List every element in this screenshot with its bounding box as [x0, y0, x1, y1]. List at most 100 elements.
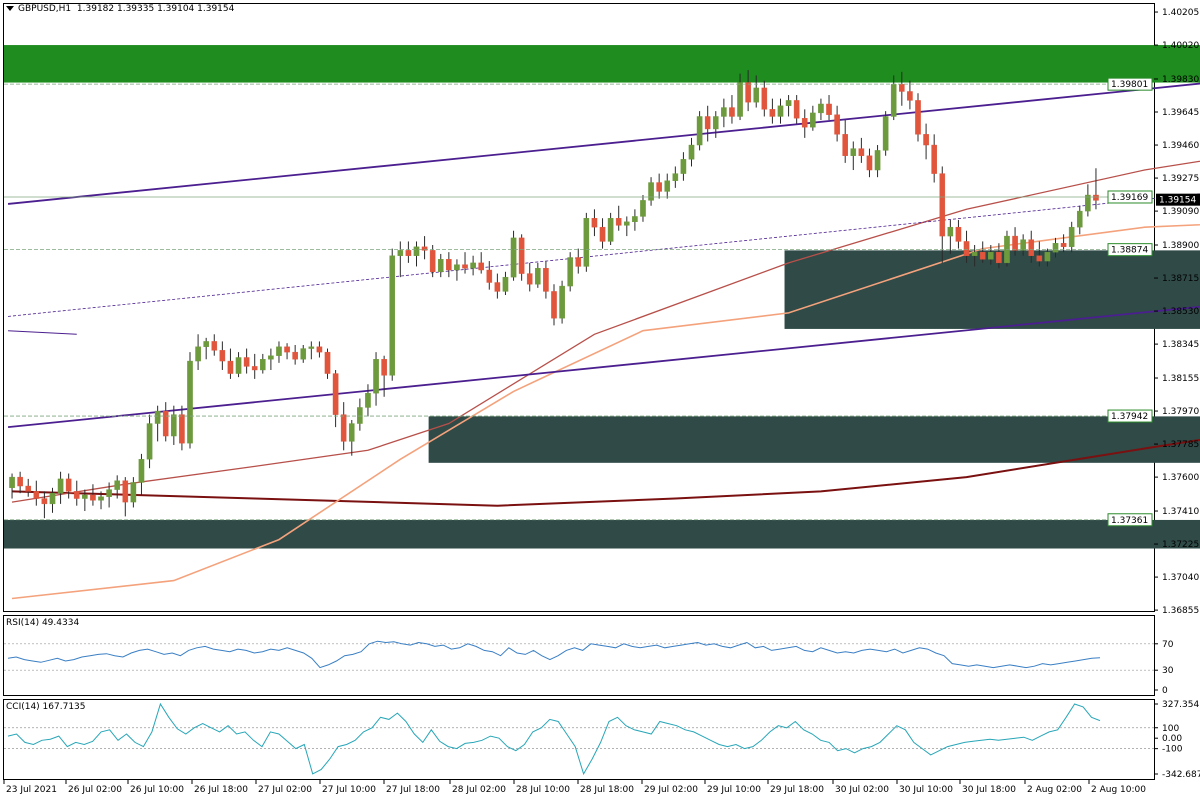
candle-body	[656, 182, 662, 192]
candle-body	[737, 82, 743, 117]
candle-body	[486, 269, 493, 283]
candle-body	[219, 350, 226, 362]
candle-body	[65, 478, 72, 492]
candle-body	[988, 251, 994, 260]
indicator-tick-label: 70	[1162, 640, 1174, 650]
candle-body	[365, 392, 371, 408]
candle-body	[146, 423, 153, 460]
price-tick-label: 1.39090	[1162, 207, 1199, 217]
candle-body	[931, 144, 937, 174]
candle-body	[203, 341, 209, 347]
time-tick-label: 26 Jul 10:00	[130, 785, 184, 795]
candle-body	[227, 360, 234, 374]
price-tick-label: 1.37785	[1162, 440, 1199, 450]
zone-1	[784, 250, 1200, 329]
candle-body	[567, 257, 573, 287]
candle-body	[33, 491, 40, 499]
candle-body	[41, 498, 48, 505]
candle-body	[753, 87, 760, 103]
candle-body	[1012, 235, 1018, 251]
candle-body	[494, 282, 501, 292]
candle-body	[810, 112, 816, 128]
price-tick-label: 1.40205	[1162, 8, 1199, 18]
dropdown-triangle-icon[interactable]	[6, 6, 14, 11]
candlesticks	[9, 70, 1099, 519]
candle-body	[57, 478, 64, 494]
candle-body	[162, 410, 169, 437]
candle-body	[696, 116, 703, 146]
candle-body	[785, 100, 792, 106]
candle-body	[324, 351, 331, 374]
candle-body	[551, 291, 557, 319]
candle-body	[1068, 226, 1075, 247]
candle-body	[575, 257, 582, 267]
candle-body	[389, 255, 396, 376]
level-price-label: 1.38874	[1111, 246, 1148, 256]
cci-line	[7, 702, 1101, 776]
ema-slow-line	[11, 438, 1200, 507]
price-tick-label: 1.38155	[1162, 374, 1199, 384]
candle-body	[49, 492, 56, 505]
candle-body	[1044, 251, 1051, 262]
candle-body	[842, 134, 848, 156]
zone-2	[428, 416, 1200, 463]
candle-body	[939, 173, 946, 237]
level-price-box	[1107, 409, 1153, 423]
time-tick-label: 30 Jul 10:00	[899, 785, 953, 795]
candle-body	[90, 494, 96, 501]
candle-body	[672, 173, 679, 181]
time-tick-label: 29 Jul 10:00	[707, 785, 761, 795]
candle-body	[243, 357, 250, 367]
time-tick-label: 27 Jul 02:00	[258, 785, 312, 795]
candle-body	[292, 351, 298, 360]
candle-body	[114, 480, 120, 490]
price-tick-label: 1.39275	[1162, 174, 1199, 184]
price-tick-label: 1.38900	[1162, 241, 1199, 251]
symbol-label: GBPUSD,H1	[18, 4, 72, 14]
candle-body	[373, 359, 379, 394]
candle-body	[82, 494, 88, 499]
time-tick-label: 28 Jul 10:00	[516, 785, 570, 795]
candle-body	[761, 87, 768, 110]
time-tick-label: 26 Jul 02:00	[68, 785, 122, 795]
candle-body	[907, 91, 913, 101]
channel-lower-line	[7, 305, 1200, 429]
candle-body	[462, 264, 468, 269]
candle-body	[915, 100, 921, 135]
candle-body	[599, 226, 606, 242]
candle-body	[543, 268, 549, 292]
time-tick-label: 23 Jul 2021	[6, 785, 57, 795]
candle-body	[437, 259, 444, 272]
level-price-label: 1.39169	[1111, 193, 1148, 203]
channel-stub-line	[8, 330, 77, 335]
candle-body	[25, 485, 32, 492]
candle-body	[195, 346, 201, 362]
price-tick-label: 1.38530	[1162, 307, 1199, 317]
candle-body	[866, 155, 873, 171]
supply-demand-zones	[4, 45, 1200, 549]
candle-body	[1020, 239, 1026, 251]
time-axis: 23 Jul 2021 26 Jul 02:00 26 Jul 10:00 26 Ju…	[3, 780, 1146, 795]
candle-body	[858, 148, 865, 156]
chart-header: GBPUSD,H1 1.39182 1.39335 1.39104 1.3915…	[6, 4, 234, 14]
candle-body	[381, 359, 387, 376]
candle-body	[591, 218, 598, 228]
price-tick-label: 1.39830	[1162, 75, 1199, 85]
candle-body	[179, 414, 185, 444]
indicator-tick-label: -342.6873	[1162, 770, 1200, 780]
candle-body	[446, 259, 452, 271]
candle-body	[1028, 239, 1035, 256]
candle-body	[413, 246, 420, 256]
candle-body	[1036, 255, 1043, 262]
candle-body	[316, 346, 323, 353]
candle-body	[340, 414, 347, 442]
candle-body	[1085, 194, 1091, 212]
candle-body	[1076, 210, 1083, 228]
price-tick-label: 1.38345	[1162, 340, 1199, 350]
time-tick-label: 28 Jul 18:00	[580, 785, 634, 795]
candle-body	[454, 264, 460, 271]
candle-body	[405, 250, 412, 256]
price-tick-label: 1.37225	[1162, 540, 1199, 550]
time-tick-label: 28 Jul 02:00	[452, 785, 506, 795]
